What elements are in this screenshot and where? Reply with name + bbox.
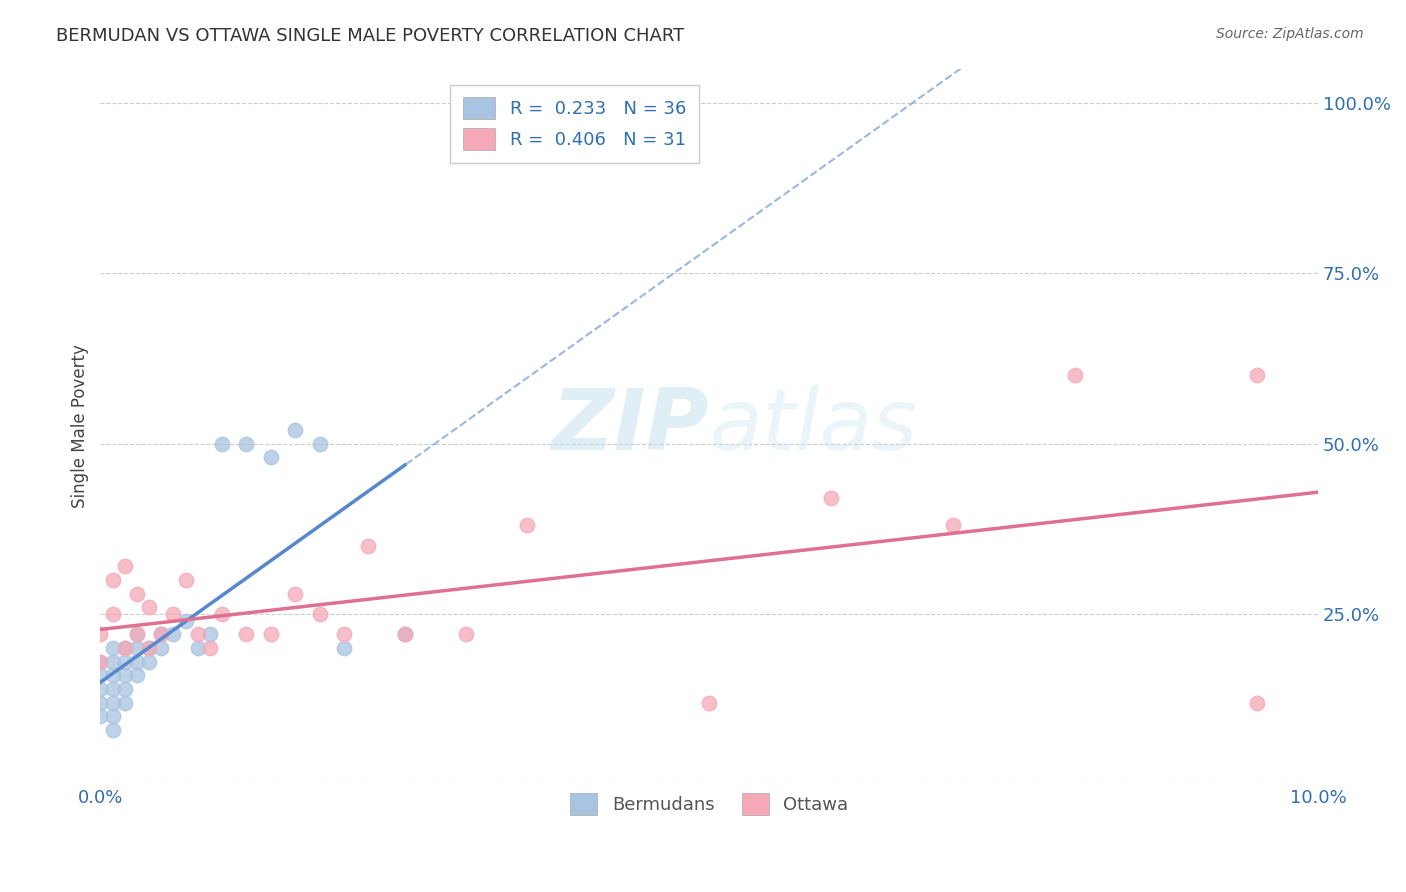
Point xyxy=(308,607,330,621)
Point xyxy=(101,668,124,682)
Point xyxy=(235,627,257,641)
Text: Source: ZipAtlas.com: Source: ZipAtlas.com xyxy=(1216,27,1364,41)
Point xyxy=(101,655,124,669)
Legend: Bermudans, Ottawa: Bermudans, Ottawa xyxy=(560,781,859,825)
Point xyxy=(308,436,330,450)
Point xyxy=(454,627,477,641)
Point xyxy=(89,681,111,696)
Point xyxy=(260,627,283,641)
Point xyxy=(101,723,124,737)
Point xyxy=(125,641,148,656)
Point xyxy=(333,641,356,656)
Point xyxy=(198,641,221,656)
Point xyxy=(138,641,160,656)
Point xyxy=(125,627,148,641)
Point xyxy=(820,491,842,505)
Point xyxy=(89,696,111,710)
Point xyxy=(942,518,965,533)
Point xyxy=(138,655,160,669)
Point xyxy=(89,709,111,723)
Point xyxy=(101,573,124,587)
Point xyxy=(125,627,148,641)
Point xyxy=(1246,696,1268,710)
Point xyxy=(89,655,111,669)
Point xyxy=(394,627,416,641)
Point xyxy=(174,614,197,628)
Text: ZIP: ZIP xyxy=(551,385,709,468)
Point xyxy=(101,696,124,710)
Point xyxy=(150,641,173,656)
Text: BERMUDAN VS OTTAWA SINGLE MALE POVERTY CORRELATION CHART: BERMUDAN VS OTTAWA SINGLE MALE POVERTY C… xyxy=(56,27,685,45)
Point xyxy=(138,600,160,615)
Point xyxy=(174,573,197,587)
Point xyxy=(260,450,283,465)
Point xyxy=(114,559,136,574)
Point xyxy=(89,655,111,669)
Point xyxy=(150,627,173,641)
Point xyxy=(187,627,209,641)
Point xyxy=(187,641,209,656)
Point xyxy=(114,681,136,696)
Point xyxy=(114,641,136,656)
Point xyxy=(211,436,233,450)
Point xyxy=(114,655,136,669)
Point xyxy=(333,627,356,641)
Point xyxy=(114,696,136,710)
Point xyxy=(150,627,173,641)
Point xyxy=(162,607,184,621)
Point xyxy=(101,681,124,696)
Point xyxy=(697,696,720,710)
Point xyxy=(125,668,148,682)
Point xyxy=(89,627,111,641)
Point xyxy=(101,641,124,656)
Point xyxy=(211,607,233,621)
Point xyxy=(101,709,124,723)
Point xyxy=(125,655,148,669)
Point xyxy=(125,586,148,600)
Point xyxy=(284,423,307,437)
Point xyxy=(114,641,136,656)
Point xyxy=(101,607,124,621)
Point xyxy=(1063,368,1085,383)
Point xyxy=(1246,368,1268,383)
Point xyxy=(394,627,416,641)
Point xyxy=(89,668,111,682)
Point xyxy=(235,436,257,450)
Point xyxy=(357,539,380,553)
Point xyxy=(138,641,160,656)
Text: atlas: atlas xyxy=(709,385,917,468)
Point xyxy=(284,586,307,600)
Point xyxy=(198,627,221,641)
Point xyxy=(114,668,136,682)
Y-axis label: Single Male Poverty: Single Male Poverty xyxy=(72,344,89,508)
Point xyxy=(516,518,538,533)
Point xyxy=(162,627,184,641)
